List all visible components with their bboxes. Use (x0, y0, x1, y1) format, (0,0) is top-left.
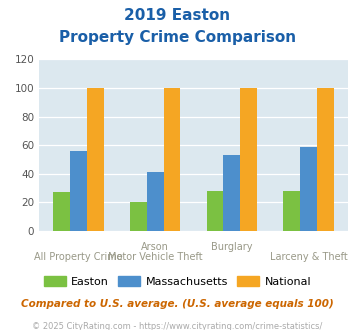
Text: All Property Crime: All Property Crime (34, 252, 123, 262)
Bar (53, 192, 70, 231)
Bar (130, 202, 147, 231)
Text: Compared to U.S. average. (U.S. average equals 100): Compared to U.S. average. (U.S. average … (21, 299, 334, 309)
Bar (207, 191, 223, 231)
Bar (300, 147, 317, 231)
Text: Arson: Arson (141, 243, 169, 252)
Bar (164, 88, 180, 231)
Bar (283, 191, 300, 231)
Text: Motor Vehicle Theft: Motor Vehicle Theft (108, 252, 202, 262)
Bar (317, 88, 334, 231)
Text: © 2025 CityRating.com - https://www.cityrating.com/crime-statistics/: © 2025 CityRating.com - https://www.city… (32, 322, 323, 330)
Bar (87, 88, 104, 231)
Text: Burglary: Burglary (211, 243, 252, 252)
Legend: Easton, Massachusetts, National: Easton, Massachusetts, National (39, 271, 316, 291)
Bar (223, 155, 240, 231)
Text: Larceny & Theft: Larceny & Theft (270, 252, 348, 262)
Text: 2019 Easton: 2019 Easton (125, 8, 230, 23)
Bar (70, 151, 87, 231)
Text: Property Crime Comparison: Property Crime Comparison (59, 30, 296, 45)
Bar (240, 88, 257, 231)
Bar (147, 172, 164, 231)
